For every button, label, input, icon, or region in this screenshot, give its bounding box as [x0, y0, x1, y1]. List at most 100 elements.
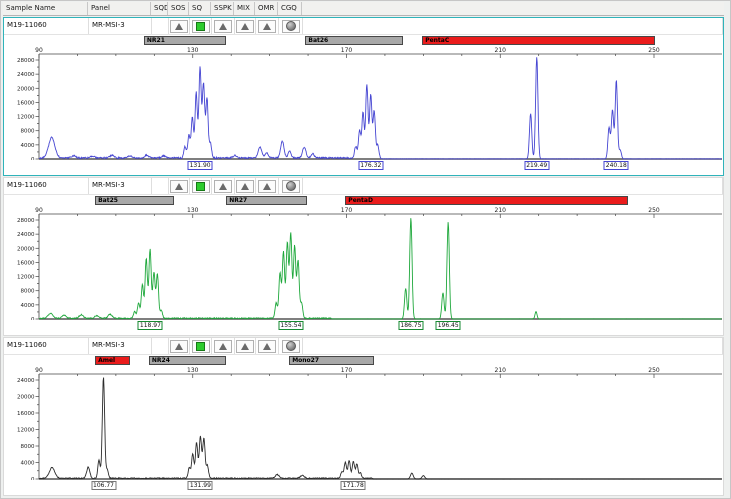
svg-text:0: 0 [31, 317, 35, 320]
marker-bat25[interactable]: Bat25 [95, 196, 175, 205]
peak-label-row: 131.90 176.32 219.49 240.18 [4, 160, 723, 173]
flag-omr[interactable] [256, 338, 279, 354]
electropherogram-plot-blue[interactable]: 90 130 170 210 250 0 4000 8000 12000 16000 20000 24… [4, 46, 726, 160]
peak-size-label[interactable]: 176.32 [358, 161, 384, 170]
flag-icon-box [170, 339, 188, 353]
flag-icon-box [236, 339, 254, 353]
flag-omr[interactable] [256, 178, 279, 194]
column-header-panel[interactable]: Panel [88, 2, 151, 15]
flag-sqd[interactable] [152, 178, 169, 194]
svg-text:170: 170 [341, 367, 353, 374]
marker-bar-row: Amel NR24 Mono27 [4, 356, 723, 366]
flag-sq[interactable] [190, 338, 212, 354]
peak-size-label[interactable]: 118.97 [137, 321, 163, 330]
svg-text:4000: 4000 [21, 461, 35, 467]
svg-text:16000: 16000 [17, 411, 35, 417]
sample-name[interactable]: M19-11060 [4, 18, 89, 34]
svg-text:0: 0 [31, 477, 35, 480]
flag-sos[interactable] [169, 178, 190, 194]
panel-name[interactable]: MR-MSI-3 [89, 18, 152, 34]
flag-sspk[interactable] [212, 178, 235, 194]
svg-text:24000: 24000 [17, 72, 35, 78]
green-square-icon [196, 181, 205, 191]
flag-sspk[interactable] [212, 18, 235, 34]
flag-sqd[interactable] [152, 338, 169, 354]
marker-nr21[interactable]: NR21 [143, 36, 227, 45]
svg-text:170: 170 [341, 47, 353, 54]
sample-row[interactable]: M19-11060 MR-MSI-3 [4, 338, 723, 355]
svg-text:130: 130 [187, 367, 199, 374]
peak-size-label[interactable]: 186.75 [398, 321, 424, 330]
peak-size-label[interactable]: 106.77 [91, 481, 116, 490]
marker-bat26[interactable]: Bat26 [305, 36, 404, 45]
column-header-mix[interactable]: MIX [234, 2, 255, 15]
flag-icon-box [281, 19, 300, 33]
peak-size-label[interactable]: 240.18 [603, 161, 629, 170]
peak-size-label[interactable]: 219.49 [524, 161, 550, 170]
flag-cgq[interactable] [279, 338, 303, 354]
sample-panel-2: M19-11060 MR-MSI-3 Bat25 NR27 PentaD 90 130… [3, 177, 724, 336]
column-header-sos[interactable]: SOS [168, 2, 189, 15]
flag-icon-box [236, 179, 254, 193]
flag-sspk[interactable] [212, 338, 235, 354]
column-header-sq[interactable]: SQ [189, 2, 211, 15]
peak-size-label[interactable]: 171.78 [340, 481, 366, 490]
marker-pentac[interactable]: PentaC [422, 36, 655, 45]
marker-mono27[interactable]: Mono27 [289, 356, 375, 365]
sample-name[interactable]: M19-11060 [4, 178, 89, 194]
electropherogram-plot-green[interactable]: 90 130 170 210 250 0 4000 8000 12000 16000 20000 24… [4, 206, 726, 320]
flag-icon-box [214, 339, 232, 353]
sample-row[interactable]: M19-11060 MR-MSI-3 [4, 18, 723, 35]
peak-size-label[interactable]: 131.99 [187, 481, 213, 490]
triangle-icon [241, 22, 249, 30]
flag-mix[interactable] [235, 18, 256, 34]
peak-size-label[interactable]: 131.90 [187, 161, 213, 170]
panel-name[interactable]: MR-MSI-3 [89, 178, 152, 194]
flag-icon-box [281, 179, 300, 193]
panel-name[interactable]: MR-MSI-3 [89, 338, 152, 354]
column-header-spacer [302, 2, 724, 15]
flag-sqd[interactable] [152, 18, 169, 34]
green-square-icon [196, 341, 205, 351]
triangle-icon [241, 342, 249, 350]
peak-size-label[interactable]: 196.45 [435, 321, 461, 330]
flag-sos[interactable] [169, 338, 190, 354]
flag-sq[interactable] [190, 18, 212, 34]
peak-label-row: 106.77 131.99 171.78 [4, 480, 723, 493]
column-header-sqd[interactable]: SQD [151, 2, 168, 15]
flag-omr[interactable] [256, 18, 279, 34]
flag-icon-box [214, 179, 232, 193]
electropherogram-plot-black[interactable]: 90 130 170 210 250 0 4000 8000 12000 16000 20000 24… [4, 366, 726, 480]
marker-nr24[interactable]: NR24 [148, 356, 227, 365]
sample-row[interactable]: M19-11060 MR-MSI-3 [4, 178, 723, 195]
flag-cgq[interactable] [279, 18, 303, 34]
flag-icon-box [236, 19, 254, 33]
flag-mix[interactable] [235, 178, 256, 194]
flag-sos[interactable] [169, 18, 190, 34]
svg-text:4000: 4000 [21, 303, 35, 309]
svg-text:130: 130 [187, 47, 199, 54]
triangle-icon [263, 182, 271, 190]
column-header-sample-name[interactable]: Sample Name [3, 2, 88, 15]
column-header-omr[interactable]: OMR [255, 2, 278, 15]
column-header-cgq[interactable]: CGQ [278, 2, 302, 15]
peak-size-label[interactable]: 155.54 [278, 321, 304, 330]
flag-icon-box [258, 179, 276, 193]
sample-name[interactable]: M19-11060 [4, 338, 89, 354]
flag-cgq[interactable] [279, 178, 303, 194]
flag-icon-box [258, 339, 276, 353]
table-header: Sample Name Panel SQD SOS SQ SSPK MIX OM… [3, 2, 724, 16]
flag-sq[interactable] [190, 178, 212, 194]
circle-icon [285, 21, 296, 31]
svg-text:250: 250 [648, 367, 660, 374]
svg-text:12000: 12000 [17, 115, 35, 121]
triangle-icon [175, 182, 183, 190]
flag-mix[interactable] [235, 338, 256, 354]
marker-pentad[interactable]: PentaD [345, 196, 628, 205]
svg-text:24000: 24000 [17, 378, 35, 384]
column-header-sspk[interactable]: SSPK [211, 2, 234, 15]
marker-amel[interactable]: Amel [95, 356, 131, 365]
marker-nr27[interactable]: NR27 [226, 196, 308, 205]
circle-icon [285, 181, 296, 191]
